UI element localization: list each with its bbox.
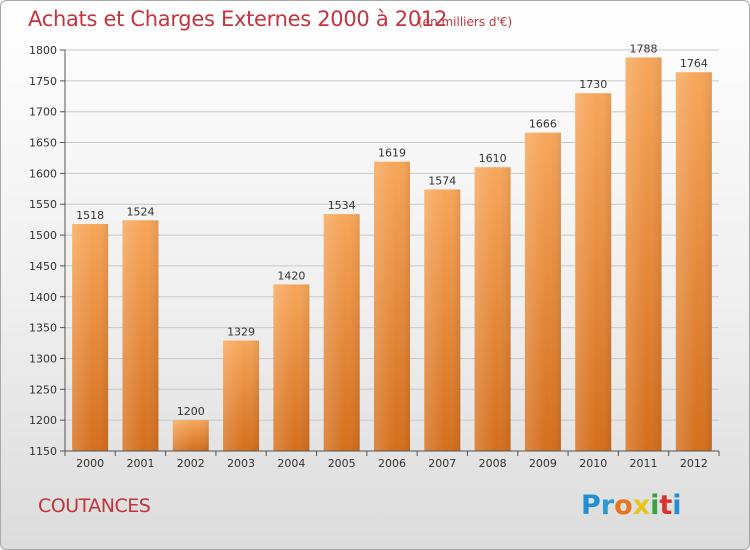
bar-shade	[72, 223, 109, 451]
bar-shade	[273, 284, 310, 451]
x-tick-label: 2007	[428, 457, 456, 470]
bar-shade	[575, 93, 612, 451]
logo-letter: i	[672, 490, 682, 521]
y-tick-label: 1400	[29, 291, 57, 304]
chart-subtitle: (en milliers d'€)	[418, 15, 513, 29]
x-tick-label: 2002	[177, 457, 205, 470]
logo-letter: o	[614, 490, 633, 521]
y-tick-label: 1200	[29, 414, 57, 427]
bar-shade	[524, 132, 561, 451]
y-tick-label: 1600	[29, 167, 57, 180]
data-label: 1788	[630, 42, 658, 55]
x-tick-label: 2000	[76, 457, 104, 470]
y-tick-label: 1750	[29, 75, 57, 88]
data-label: 1524	[126, 205, 154, 218]
bar-shade	[223, 340, 260, 451]
data-label: 1329	[227, 326, 255, 339]
y-tick-label: 1700	[29, 106, 57, 119]
logo-letter: i	[650, 490, 660, 521]
data-label: 1610	[479, 152, 507, 165]
y-tick-label: 1800	[29, 44, 57, 57]
bar-shade	[323, 214, 360, 451]
data-label: 1534	[328, 199, 356, 212]
y-tick-label: 1450	[29, 260, 57, 273]
bar-shade	[424, 189, 461, 451]
x-tick-label: 2009	[529, 457, 557, 470]
bar-shade	[675, 72, 712, 451]
chart-title: Achats et Charges Externes 2000 à 2012	[28, 7, 448, 31]
data-label: 1200	[177, 405, 205, 418]
x-tick-label: 2011	[630, 457, 658, 470]
logo-letter: x	[632, 490, 651, 521]
x-tick-label: 2008	[479, 457, 507, 470]
data-label: 1518	[76, 209, 104, 222]
x-tick-label: 2005	[328, 457, 356, 470]
x-tick-label: 2001	[126, 457, 154, 470]
logo-letter: r	[600, 490, 615, 521]
data-label: 1574	[428, 174, 456, 187]
y-tick-label: 1650	[29, 137, 57, 150]
y-tick-label: 1350	[29, 322, 57, 335]
axis-layer: 1150 1200 1250 1300 1350 1400 1450 1500 1550 1600…	[29, 44, 720, 470]
y-tick-label: 1250	[29, 383, 57, 396]
x-tick-label: 2010	[579, 457, 607, 470]
y-tick-label: 1150	[29, 445, 57, 458]
x-tick-label: 2006	[378, 457, 406, 470]
x-tick-label: 2004	[277, 457, 305, 470]
data-label: 1764	[680, 57, 708, 70]
x-tick-label: 2012	[680, 457, 708, 470]
data-label: 1666	[529, 118, 557, 131]
bar-shade	[172, 420, 209, 451]
x-tick-label: 2003	[227, 457, 255, 470]
data-label: 1420	[277, 269, 305, 282]
y-tick-label: 1500	[29, 229, 57, 242]
data-label: 1619	[378, 147, 406, 160]
bar-shade	[374, 161, 410, 451]
data-label: 1730	[579, 78, 607, 91]
bar-shade	[122, 220, 159, 451]
bar-shade	[474, 167, 511, 451]
bar-shade	[625, 57, 662, 451]
logo-letter: t	[659, 490, 673, 521]
y-tick-label: 1300	[29, 352, 57, 365]
logo-letter: P	[581, 490, 601, 521]
city-name: COUTANCES	[38, 495, 151, 517]
y-tick-label: 1550	[29, 198, 57, 211]
proxiti-logo: Proxiti	[581, 490, 682, 521]
bar-layer: 1518 1524 1200 1329 1420 1534 1619 1574 1610 1666…	[72, 42, 712, 451]
